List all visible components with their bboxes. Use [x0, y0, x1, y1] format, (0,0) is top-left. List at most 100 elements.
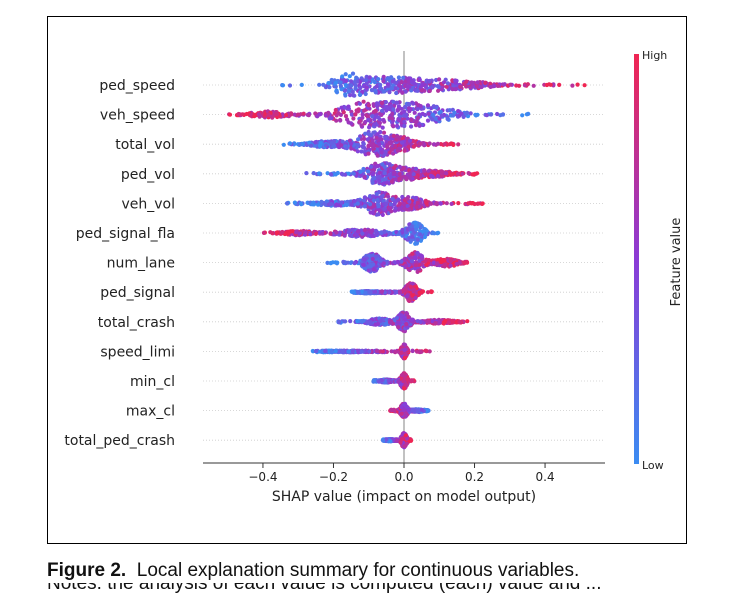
shap-point — [414, 227, 419, 232]
shap-point — [449, 201, 454, 206]
shap-point — [382, 229, 387, 234]
shap-point — [390, 79, 395, 84]
shap-point — [287, 141, 293, 146]
shap-point — [402, 256, 407, 262]
shap-point — [423, 198, 428, 203]
shap-point — [418, 104, 423, 109]
shap-point — [397, 289, 402, 295]
shap-point — [423, 259, 428, 264]
shap-point — [465, 319, 470, 324]
shap-point — [274, 111, 279, 116]
shap-point — [371, 194, 376, 199]
shap-point — [444, 84, 449, 89]
shap-point — [409, 124, 414, 129]
shap-point — [381, 74, 386, 79]
shap-point — [358, 169, 363, 174]
shap-point — [353, 83, 358, 88]
shap-point — [327, 116, 332, 121]
feature-points — [349, 281, 434, 303]
shap-point — [351, 289, 356, 294]
shap-point — [456, 142, 461, 147]
shap-point — [292, 112, 297, 117]
shap-point — [397, 176, 402, 181]
shap-point — [526, 111, 531, 116]
shap-point — [360, 89, 365, 94]
shap-point — [369, 88, 374, 93]
shap-point — [387, 115, 392, 120]
shap-point — [339, 143, 344, 148]
shap-point — [381, 89, 386, 94]
shap-point — [445, 81, 450, 86]
shap-point — [437, 77, 442, 82]
shap-point — [397, 202, 402, 207]
shap-point — [468, 111, 473, 116]
shap-point — [281, 142, 286, 147]
shap-point — [373, 108, 378, 113]
shap-point — [427, 78, 432, 84]
shap-point — [363, 131, 368, 136]
shap-point — [387, 90, 392, 95]
shap-point — [488, 84, 493, 89]
shap-point — [402, 342, 408, 347]
shap-point — [431, 104, 436, 109]
shap-point — [361, 262, 366, 267]
shap-point — [294, 230, 299, 235]
shap-point — [386, 378, 391, 383]
shap-point — [356, 229, 361, 234]
shap-point — [375, 322, 381, 327]
shap-point — [384, 201, 389, 206]
shap-point — [374, 191, 379, 197]
shap-point — [375, 153, 380, 158]
shap-point — [403, 175, 408, 180]
shap-point — [441, 80, 447, 85]
shap-point — [390, 151, 395, 156]
shap-point — [382, 171, 387, 176]
shap-point — [361, 99, 366, 104]
shap-point — [436, 230, 441, 235]
shap-point — [390, 197, 395, 202]
shap-point — [475, 201, 480, 206]
shap-point — [423, 348, 428, 353]
shap-point — [391, 99, 396, 104]
shap-point — [340, 349, 345, 354]
shap-point — [407, 298, 412, 303]
shap-point — [333, 80, 339, 85]
shap-point — [366, 151, 371, 156]
shap-point — [361, 168, 366, 173]
shap-point — [394, 80, 399, 86]
shap-point — [429, 289, 434, 295]
shap-point — [495, 83, 501, 88]
shap-point — [448, 263, 453, 268]
shap-point — [366, 103, 371, 108]
shap-point — [373, 90, 378, 95]
shap-point — [458, 320, 463, 325]
shap-point — [427, 258, 432, 263]
shap-point — [402, 347, 407, 352]
shap-point — [343, 319, 348, 324]
shap-point — [380, 349, 385, 354]
shap-point — [520, 113, 525, 118]
shap-point — [444, 171, 449, 176]
shap-point — [399, 350, 404, 355]
shap-point — [311, 171, 316, 176]
shap-point — [297, 231, 302, 236]
shap-point — [256, 112, 261, 117]
shap-point — [407, 199, 412, 204]
shap-point — [371, 204, 376, 209]
shap-point — [287, 83, 293, 88]
shap-point — [380, 177, 385, 182]
shap-point — [359, 123, 364, 128]
shap-point — [439, 113, 444, 118]
shap-point — [359, 349, 364, 354]
shap-point — [456, 201, 461, 206]
shap-point — [402, 148, 407, 153]
shap-point — [370, 180, 375, 185]
shap-point — [338, 83, 343, 88]
shap-point — [351, 171, 356, 176]
shap-point — [313, 231, 318, 236]
feature-points — [325, 250, 470, 274]
shap-point — [422, 168, 427, 173]
shap-point — [388, 202, 393, 207]
shap-point — [426, 168, 431, 174]
